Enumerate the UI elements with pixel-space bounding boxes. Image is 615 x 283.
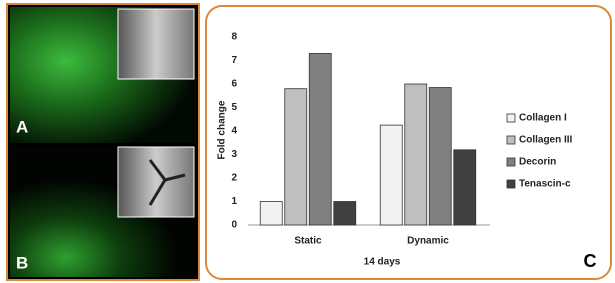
y-axis-label: Fold change [217,100,228,159]
bar [260,202,282,226]
inset-a [118,9,194,79]
y-tick-label: 1 [231,196,237,207]
y-tick-label: 0 [231,220,237,231]
y-tick-label: 6 [231,79,237,90]
panel-label: A [16,117,28,136]
bar [380,125,402,225]
bar [309,53,331,225]
inset-b [118,147,194,217]
legend-label: Collagen III [519,135,573,146]
legend-label: Collagen I [519,113,567,124]
bar [429,88,451,225]
y-tick-label: 5 [231,102,237,113]
bar [285,89,307,225]
figure: A B C 14 days Fold change 0 1 2 3 4 5 6 7 8 Stati… [0,0,615,283]
panel-label: C [584,251,597,271]
y-tick-label: 2 [231,173,237,184]
x-axis-label: 14 days [364,257,401,268]
x-tick-label: Static [294,236,322,247]
bar [405,84,427,225]
y-tick-label: 3 [231,149,237,160]
legend-label: Tenascin-c [519,179,571,190]
x-tick-label: Dynamic [407,236,449,247]
legend-swatch [507,180,515,188]
legend-swatch [507,114,515,122]
legend-label: Decorin [519,157,556,168]
panel-label: B [16,253,28,272]
bar [334,202,356,226]
bar [454,150,476,225]
y-tick-label: 8 [231,32,237,43]
y-tick-label: 7 [231,55,237,66]
legend-swatch [507,136,515,144]
y-tick-label: 4 [231,126,237,137]
legend-swatch [507,158,515,166]
